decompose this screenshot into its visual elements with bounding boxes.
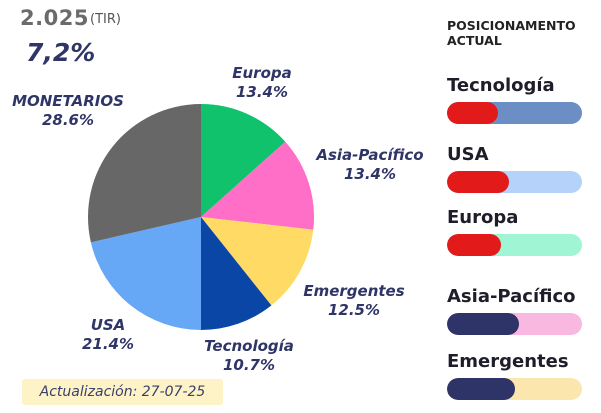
slice-label-europa: Europa 13.4% bbox=[212, 64, 312, 102]
slice-percent: 21.4% bbox=[81, 335, 135, 353]
update-date-badge: Actualización: 27-07-25 bbox=[22, 379, 223, 405]
position-emergentes: Emergentes bbox=[447, 350, 584, 400]
slice-name: Asia-Pacífico bbox=[316, 146, 424, 164]
position-bar bbox=[447, 378, 582, 400]
tir-label: (TIR) bbox=[90, 12, 121, 27]
slice-name: Europa bbox=[232, 64, 292, 82]
position-label: Asia-Pacífico bbox=[447, 286, 576, 307]
position-label: Emergentes bbox=[447, 351, 569, 372]
slice-label-emergentes: Emergentes 12.5% bbox=[296, 282, 412, 320]
position-bar-fill bbox=[447, 234, 501, 256]
rate-value: 7,2% bbox=[26, 38, 96, 67]
pie-slice-tecnologia bbox=[201, 217, 272, 330]
year-label: 2.025 bbox=[20, 6, 89, 30]
pie-slice-monetarios bbox=[88, 104, 201, 243]
position-bar bbox=[447, 171, 582, 193]
slice-percent: 28.6% bbox=[41, 111, 95, 129]
slice-percent: 13.4% bbox=[235, 83, 289, 101]
position-label: Europa bbox=[447, 207, 519, 228]
pie-slice-emergentes bbox=[201, 217, 314, 306]
slice-percent: 13.4% bbox=[343, 165, 397, 183]
position-label: Tecnología bbox=[447, 75, 555, 96]
slice-name: Tecnología bbox=[204, 337, 294, 355]
pie-slice-usa bbox=[90, 217, 201, 330]
positioning-title: POSICIONAMENTO ACTUAL bbox=[447, 18, 597, 48]
position-bar bbox=[447, 234, 582, 256]
slice-name: Emergentes bbox=[303, 282, 405, 300]
position-bar-fill bbox=[447, 102, 499, 124]
position-bar-fill bbox=[447, 171, 510, 193]
position-bar bbox=[447, 313, 582, 335]
slice-percent: 10.7% bbox=[222, 356, 276, 374]
pie-slice-europa bbox=[201, 104, 286, 217]
slice-label-asia: Asia-Pacífico 13.4% bbox=[305, 146, 435, 184]
slice-label-tecnologia: Tecnología 10.7% bbox=[194, 337, 304, 375]
position-tecnologia: Tecnología bbox=[447, 74, 584, 124]
position-asia-pacifico: Asia-Pacífico bbox=[447, 285, 584, 335]
pie-slice-asia-pacifico bbox=[201, 141, 315, 230]
slice-percent: 12.5% bbox=[327, 301, 381, 319]
position-bar-fill bbox=[447, 313, 519, 335]
slice-name: MONETARIOS bbox=[12, 92, 124, 110]
positioning-title-line1: POSICIONAMENTO bbox=[447, 18, 576, 33]
slice-name: USA bbox=[90, 316, 126, 334]
position-bar-fill bbox=[447, 378, 515, 400]
position-europa: Europa bbox=[447, 206, 584, 256]
slice-label-monetarios: MONETARIOS 28.6% bbox=[4, 92, 132, 130]
position-usa: USA bbox=[447, 143, 584, 193]
position-label: USA bbox=[447, 144, 489, 165]
positioning-title-line2: ACTUAL bbox=[447, 33, 502, 48]
slice-label-usa: USA 21.4% bbox=[68, 316, 148, 354]
position-bar bbox=[447, 102, 582, 124]
